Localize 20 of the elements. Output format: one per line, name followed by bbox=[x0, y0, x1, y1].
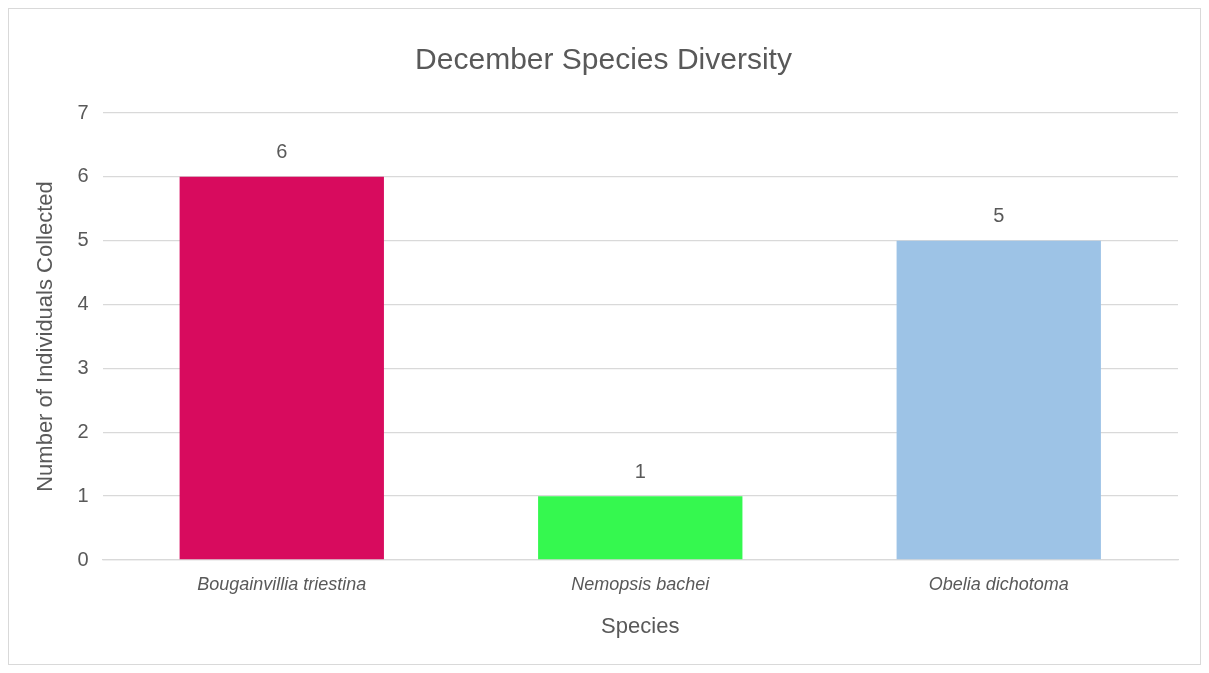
x-tick-label: Obelia dichotoma bbox=[928, 573, 1069, 594]
x-tick-label: Bougainvillia triestina bbox=[197, 573, 367, 594]
y-tick-label: 4 bbox=[77, 292, 89, 315]
bar bbox=[179, 176, 384, 560]
data-label: 6 bbox=[276, 140, 288, 163]
y-tick-label: 7 bbox=[77, 100, 89, 123]
chart-title: December Species Diversity bbox=[415, 42, 792, 76]
y-tick-label: 6 bbox=[77, 164, 89, 187]
y-axis-title: Number of Individuals Collected bbox=[32, 181, 58, 492]
x-axis-title: Species bbox=[601, 612, 680, 638]
y-tick-label: 3 bbox=[77, 355, 89, 378]
bar bbox=[538, 496, 743, 560]
y-tick-label: 0 bbox=[77, 547, 89, 570]
data-label: 5 bbox=[993, 204, 1005, 227]
bar bbox=[896, 240, 1101, 560]
y-tick-label: 1 bbox=[77, 483, 89, 506]
y-tick-label: 5 bbox=[77, 228, 89, 251]
y-tick-label: 2 bbox=[77, 419, 89, 442]
x-tick-label: Nemopsis bachei bbox=[571, 573, 711, 594]
data-label: 1 bbox=[634, 459, 646, 482]
